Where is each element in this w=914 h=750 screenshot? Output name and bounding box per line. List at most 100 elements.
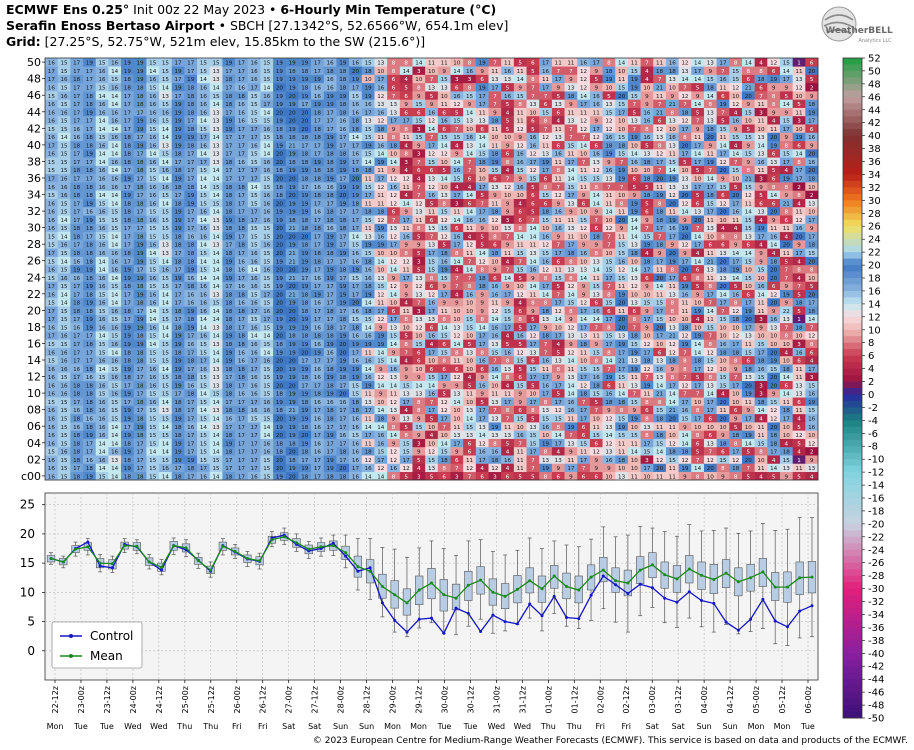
heatmap-cell-value: 6	[518, 309, 522, 315]
heatmap-cell-value: 14	[415, 61, 423, 67]
heatmap-cell	[95, 190, 109, 199]
heatmap-cell-value: 8	[442, 466, 446, 472]
heatmap-cell-value: 19	[301, 94, 309, 100]
heatmap-cell-value: 8	[594, 359, 598, 365]
heatmap-cell-value: 12	[605, 226, 612, 232]
heatmap-cell-value: 5	[518, 474, 522, 480]
heatmap-cell-value: 16	[314, 367, 322, 373]
heatmap-cell-value: 16	[377, 234, 385, 240]
heatmap-cell-value: 18	[327, 474, 335, 480]
heatmap-cell-value: 16	[365, 375, 373, 381]
heatmap-cell	[108, 215, 122, 224]
heatmap-cell-value: 7	[582, 400, 586, 406]
heatmap-cell-value: 16	[251, 301, 259, 307]
heatmap-cell-value: 18	[187, 251, 195, 257]
heatmap-cell-value: 5	[468, 342, 472, 348]
heatmap-cell-value: 15	[60, 325, 68, 331]
logo-swirl-icon	[823, 14, 855, 35]
heatmap-cell-value: 14	[441, 143, 449, 149]
heatmap-cell-value: 17	[238, 416, 246, 422]
heatmap-cell	[121, 446, 134, 456]
heatmap-cell-value: 16	[251, 375, 259, 381]
heatmap-cell-value: 16	[327, 350, 335, 356]
heatmap-cell-value: 18	[605, 69, 613, 75]
heatmap-cell-value: 16	[48, 61, 56, 67]
heatmap-cell-value: 17	[136, 450, 144, 456]
heatmap-cell	[83, 405, 96, 415]
heatmap-cell-value: 17	[555, 383, 563, 389]
heatmap-cell	[121, 165, 134, 175]
heatmap-cell	[70, 355, 84, 365]
heatmap-cell-value: 13	[365, 400, 373, 406]
heatmap-cell-value: 11	[618, 234, 626, 240]
heatmap-cell-value: 14	[98, 441, 106, 447]
heatmap-cell-value: 11	[504, 61, 512, 67]
heatmap-cell-value: 17	[238, 325, 246, 331]
heatmap-cell-value: 15	[263, 61, 271, 67]
heatmap-cell	[121, 339, 134, 348]
heatmap-cell-value: 19	[289, 168, 297, 174]
heatmap-cell-value: 19	[365, 342, 373, 348]
heatmap-cell-value: 13	[618, 334, 626, 340]
heatmap-cell-value: 17	[225, 284, 233, 290]
heatmap-cell-value: 17	[174, 251, 182, 257]
heatmap-cell-value: 18	[73, 441, 81, 447]
heatmap-cell-value: 13	[542, 317, 550, 323]
heatmap-cell	[95, 314, 109, 324]
heatmap-cell-value: 16	[48, 292, 56, 298]
heatmap-cell	[133, 82, 147, 92]
heatmap-cell	[108, 198, 122, 208]
heatmap-cell-value: 12	[390, 259, 397, 265]
variable-label: 6-Hourly Min Temperature (°C)	[280, 2, 496, 17]
heatmap-cell-value: 14	[213, 441, 221, 447]
heatmap-cell	[95, 248, 109, 257]
heatmap-cell-value: 19	[136, 143, 144, 149]
heatmap-cell-value: 19	[479, 86, 487, 92]
heatmap-cell-value: 16	[111, 61, 119, 67]
heatmap-cell-value: 19	[174, 69, 182, 75]
heatmap-cell-value: 16	[491, 284, 499, 290]
heatmap-cell-value: 20	[656, 466, 664, 472]
heatmap-cell-value: 18	[124, 143, 132, 149]
heatmap-cell-value: 8	[620, 408, 624, 414]
heatmap-cell-value: 17	[251, 367, 259, 373]
heatmap-cell-value: 14	[415, 383, 423, 389]
heatmap-cell-value: 15	[542, 416, 550, 422]
heatmap-cell-value: 17	[529, 160, 537, 166]
heatmap-cell	[57, 347, 71, 357]
heatmap-cell-value: 19	[327, 234, 335, 240]
heatmap-cell-value: 16	[263, 168, 271, 174]
heatmap-cell-value: 16	[73, 135, 81, 141]
heatmap-cell	[95, 273, 109, 282]
heatmap-cell-value: 19	[301, 408, 309, 414]
heatmap-cell-value: 14	[656, 284, 664, 290]
heatmap-cell-value: 15	[263, 383, 271, 389]
heatmap-cell	[45, 347, 58, 357]
heatmap-cell-value: 12	[555, 309, 562, 315]
heatmap-cell-value: 6	[468, 177, 472, 183]
heatmap-cell	[83, 455, 96, 464]
heatmap-cell-value: 19	[365, 243, 373, 249]
heatmap-cell-value: 17	[238, 425, 246, 431]
heatmap-cell-value: 14	[656, 383, 664, 389]
heatmap-cell	[133, 446, 147, 456]
heatmap-cell-value: 6	[582, 433, 586, 439]
heatmap-cell	[83, 339, 96, 348]
heatmap-cell-value: 14	[390, 383, 398, 389]
heatmap-cell-value: 7	[632, 392, 636, 398]
heatmap-cell-value: 12	[390, 450, 397, 456]
heatmap-cell-value: 15	[453, 135, 461, 141]
heatmap-cell-value: 17	[136, 458, 144, 464]
heatmap-cell	[83, 430, 96, 439]
heatmap-cell-value: 14	[162, 325, 170, 331]
heatmap-cell-value: 6	[556, 110, 560, 116]
heatmap-cell	[146, 240, 160, 249]
heatmap-cell-value: 5	[442, 392, 446, 398]
heatmap-cell	[70, 405, 84, 415]
heatmap-cell-value: 18	[174, 400, 182, 406]
heatmap-cell-value: 15	[60, 127, 68, 133]
heatmap-cell-value: 18	[656, 218, 664, 224]
heatmap-cell	[108, 231, 122, 241]
heatmap-cell-value: 16	[542, 425, 550, 431]
heatmap-cell-value: 4	[506, 466, 510, 472]
